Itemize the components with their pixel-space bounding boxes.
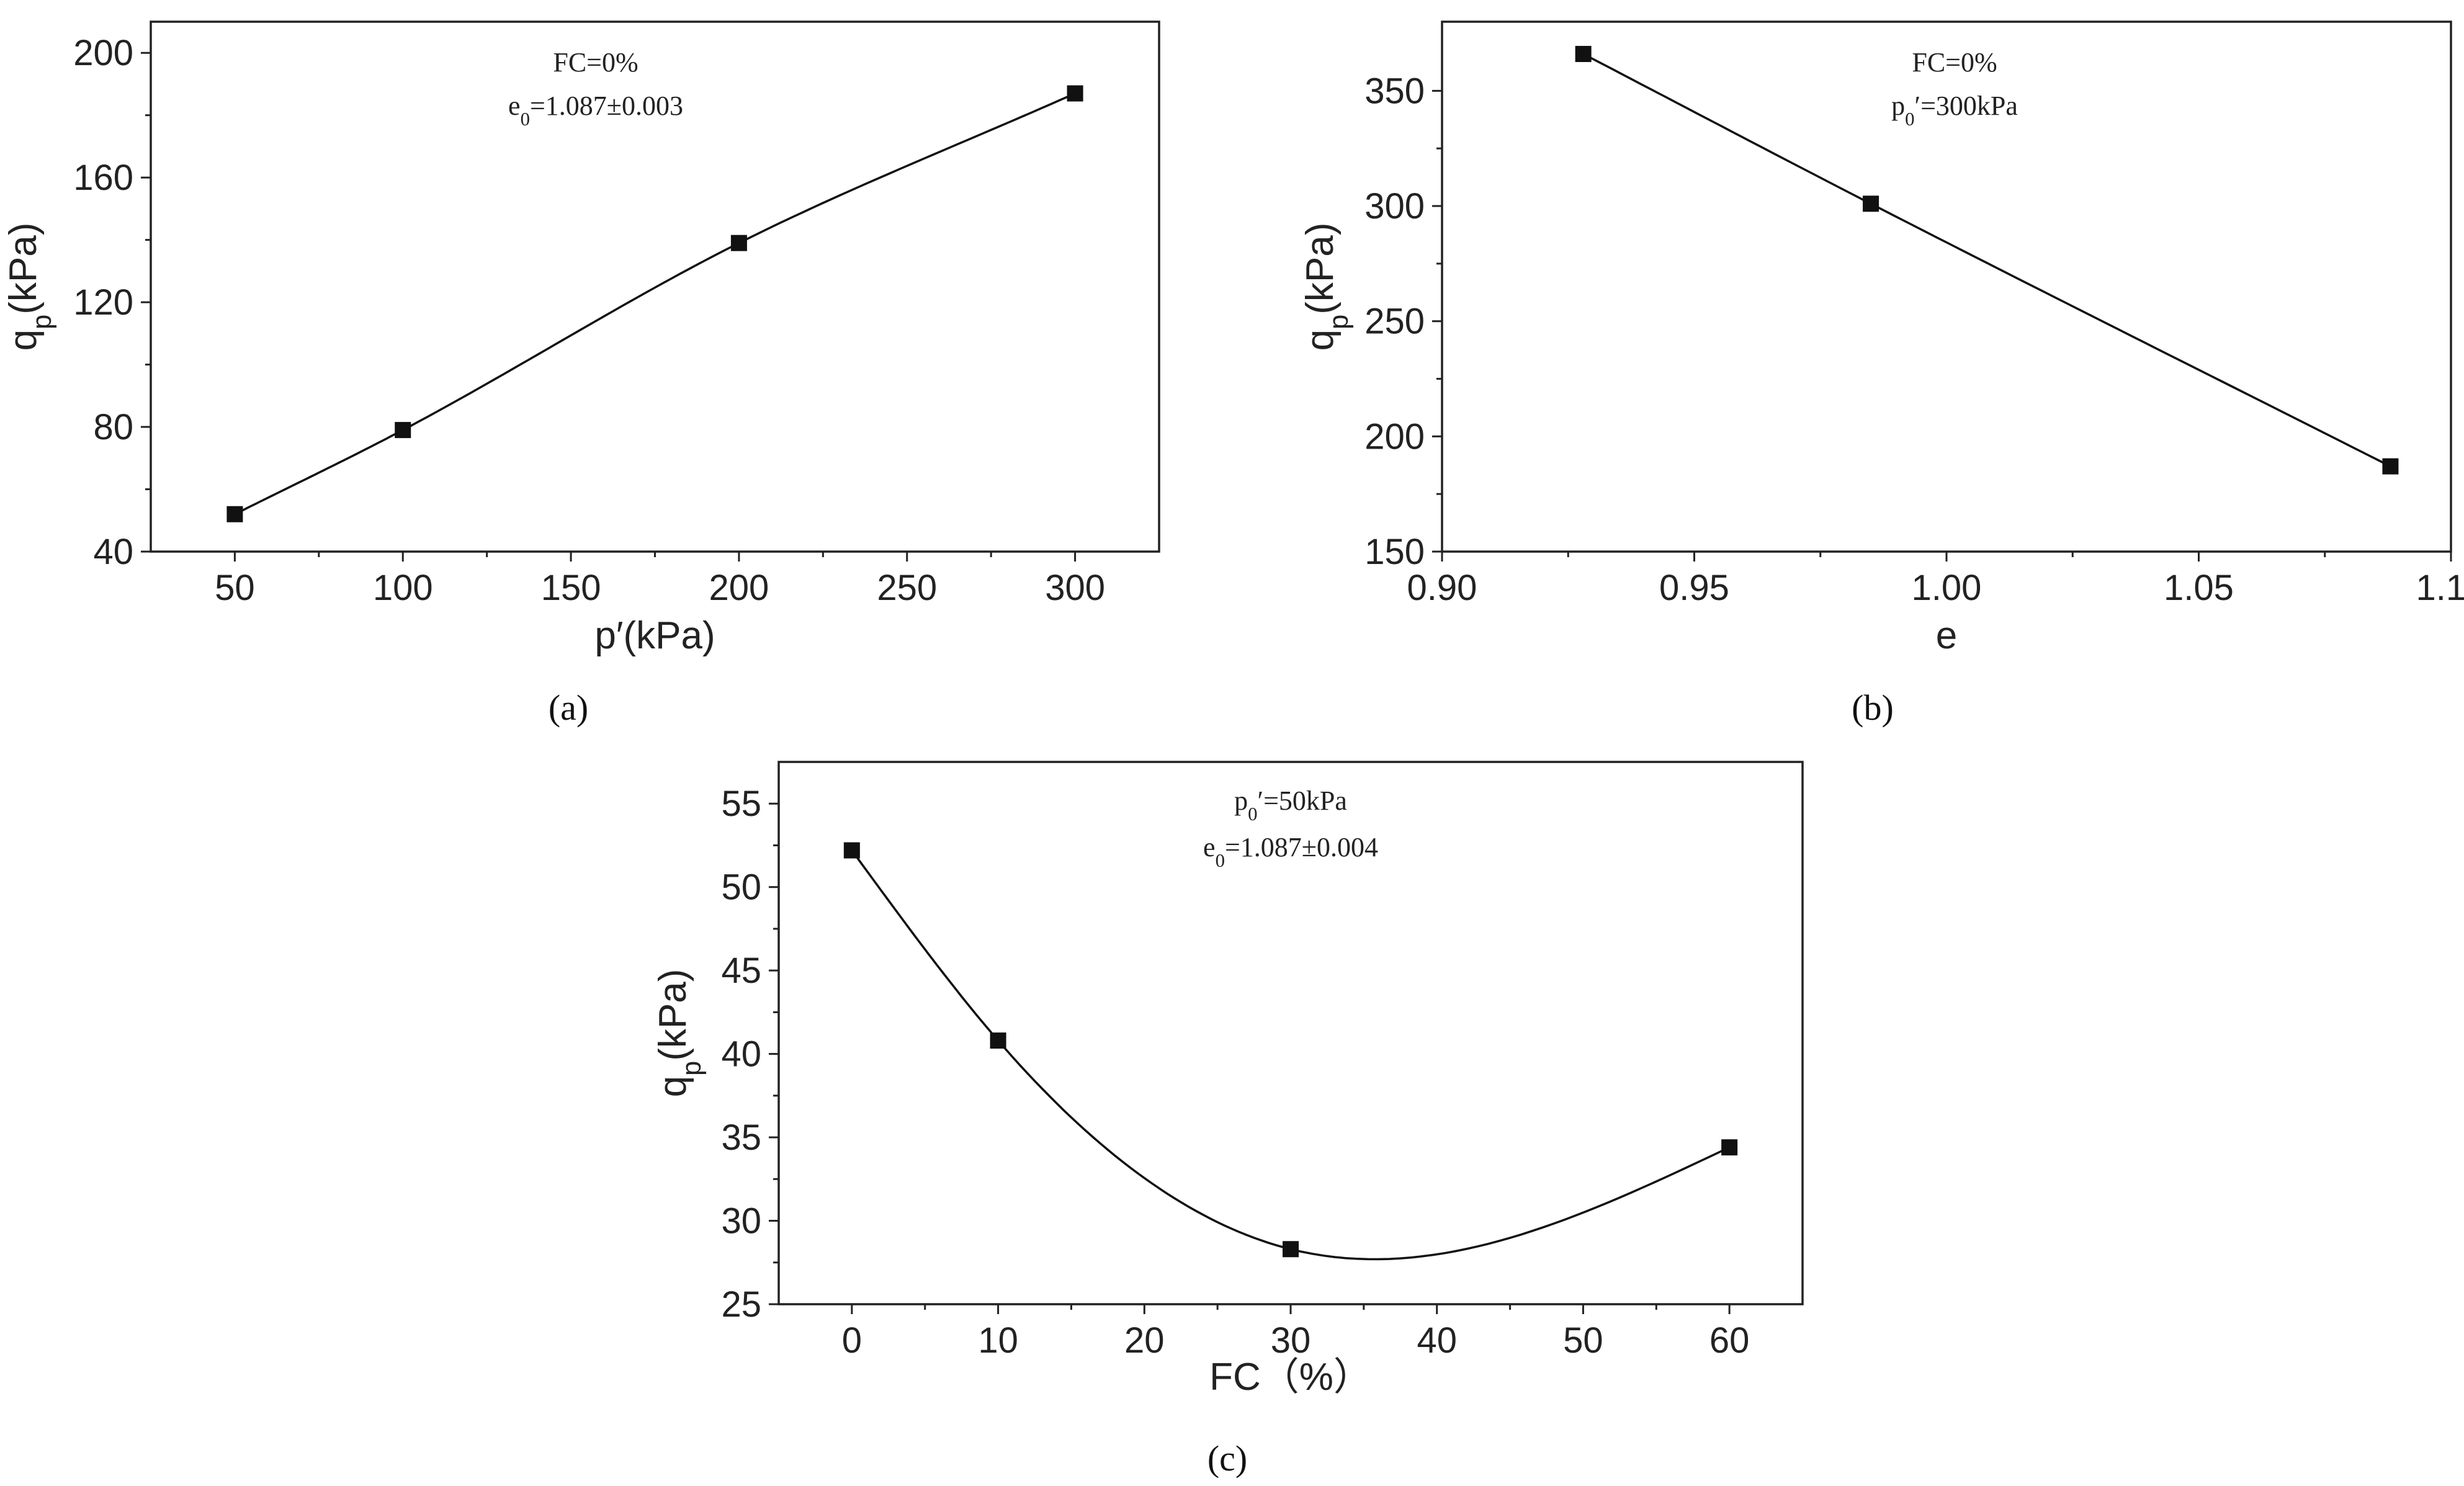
annotation-text: p0′=50kPa bbox=[1234, 786, 1347, 825]
x-tick-label: 1.05 bbox=[2164, 568, 2234, 608]
data-point bbox=[1575, 45, 1592, 62]
y-tick-label: 200 bbox=[1364, 416, 1425, 457]
x-tick-label: 1.10 bbox=[2416, 568, 2464, 608]
y-tick-label: 40 bbox=[721, 1034, 761, 1075]
x-tick-label: 50 bbox=[1563, 1320, 1603, 1361]
y-tick-label: 160 bbox=[73, 158, 133, 198]
y-tick-label: 30 bbox=[721, 1201, 761, 1242]
x-tick-label: 40 bbox=[1417, 1320, 1457, 1361]
x-tick-label: 60 bbox=[1709, 1320, 1750, 1361]
x-axis-title: e bbox=[1936, 614, 1957, 657]
x-tick-label: 300 bbox=[1045, 568, 1105, 608]
chart-panel-c: 0 10 20 30 40 50 60 25 30 35 40 45 50 55 FC（%） qp(kPa) p… bbox=[652, 761, 1804, 1479]
annotation-text: FC=0% bbox=[553, 47, 638, 78]
x-tick-label: 10 bbox=[978, 1320, 1018, 1361]
y-tick-label: 55 bbox=[721, 784, 761, 824]
y-tick-label: 25 bbox=[721, 1284, 761, 1325]
x-tick-label: 50 bbox=[215, 568, 255, 608]
x-tick-label: 0.90 bbox=[1407, 568, 1477, 608]
annotation-text: p0′=300kPa bbox=[1891, 91, 2018, 130]
y-tick-label: 150 bbox=[1364, 532, 1425, 572]
y-tick-label: 50 bbox=[721, 867, 761, 908]
y-axis-title: qp(kPa) bbox=[652, 969, 707, 1098]
y-axis-title: qp(kPa) bbox=[2, 223, 57, 351]
x-axis-title: FC（%） bbox=[1209, 1356, 1372, 1399]
data-point bbox=[2382, 458, 2399, 475]
data-point bbox=[1721, 1139, 1738, 1156]
x-tick-label: 1.00 bbox=[1912, 568, 1982, 608]
x-tick-label: 30 bbox=[1271, 1320, 1311, 1361]
y-tick-label: 250 bbox=[1364, 302, 1425, 342]
data-point bbox=[843, 842, 860, 859]
data-point bbox=[990, 1032, 1006, 1049]
series-line bbox=[234, 92, 1076, 516]
y-tick-label: 300 bbox=[1364, 186, 1425, 226]
y-tick-label: 350 bbox=[1364, 71, 1425, 111]
y-axis-title: qp(kPa) bbox=[1299, 223, 1354, 351]
y-tick-label: 40 bbox=[93, 532, 133, 572]
x-tick-label: 0 bbox=[842, 1320, 862, 1361]
y-tick-label: 35 bbox=[721, 1117, 761, 1158]
data-point bbox=[395, 422, 411, 439]
x-tick-label: 250 bbox=[877, 568, 937, 608]
data-point bbox=[226, 506, 243, 522]
x-tick-label: 200 bbox=[709, 568, 769, 608]
annotation-text: e0=1.087±0.003 bbox=[508, 91, 683, 130]
x-tick-label: 150 bbox=[541, 568, 601, 608]
x-axis-title: p′(kPa) bbox=[594, 614, 715, 657]
series-line bbox=[851, 849, 1730, 1261]
x-tick-label: 0.95 bbox=[1659, 568, 1729, 608]
y-tick-label: 200 bbox=[73, 33, 133, 73]
panel-label: (b) bbox=[1852, 687, 1894, 728]
data-point bbox=[730, 235, 747, 251]
chart-panel-b: 0.90 0.95 1.00 1.05 1.10 150 200 250 300 350 e qp(k… bbox=[1299, 20, 2464, 728]
panel-label: (c) bbox=[1207, 1438, 1247, 1479]
annotation-text: FC=0% bbox=[1912, 47, 1997, 78]
data-point bbox=[1863, 195, 1879, 212]
data-point bbox=[1283, 1241, 1299, 1258]
annotation-text: e0=1.087±0.004 bbox=[1203, 832, 1378, 871]
y-tick-label: 120 bbox=[73, 282, 133, 323]
panel-label: (a) bbox=[549, 687, 588, 728]
x-tick-label: 100 bbox=[373, 568, 433, 608]
x-tick-label: 20 bbox=[1124, 1320, 1165, 1361]
y-tick-label: 80 bbox=[93, 407, 133, 447]
y-tick-label: 45 bbox=[721, 951, 761, 991]
chart-panel-a: 50 100 150 200 250 300 40 80 120 160 200 p′(kPa) qp(… bbox=[2, 20, 1160, 728]
data-point bbox=[1067, 85, 1083, 102]
